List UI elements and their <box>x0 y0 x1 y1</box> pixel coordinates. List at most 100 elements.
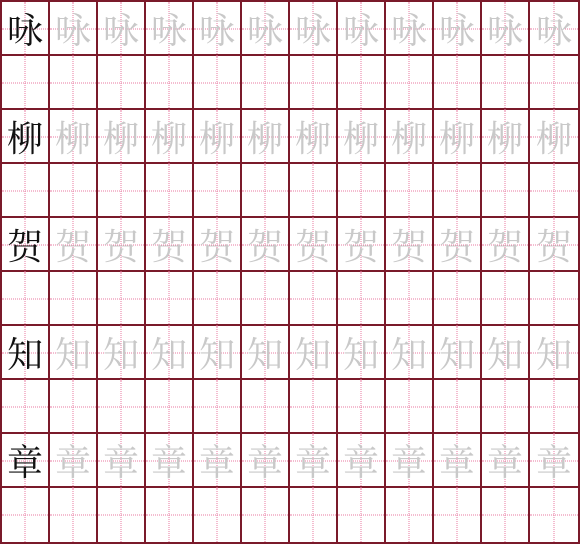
grid-cell <box>482 380 530 434</box>
grid-row <box>2 272 578 326</box>
grid-cell: 贺 <box>530 218 578 272</box>
grid-cell: 咏 <box>50 2 98 56</box>
grid-cell <box>530 488 578 542</box>
grid-cell <box>386 56 434 110</box>
grid-cell <box>386 488 434 542</box>
grid-cell: 柳 <box>386 110 434 164</box>
grid-cell: 贺 <box>338 218 386 272</box>
grid-cell <box>530 56 578 110</box>
grid-cell: 咏 <box>434 2 482 56</box>
grid-cell: 知 <box>242 326 290 380</box>
grid-cell: 知 <box>98 326 146 380</box>
grid-cell <box>2 272 50 326</box>
grid-cell: 柳 <box>98 110 146 164</box>
grid-cell <box>290 272 338 326</box>
grid-cell <box>434 164 482 218</box>
grid-cell <box>434 380 482 434</box>
grid-row: 贺贺贺贺贺贺贺贺贺贺贺贺 <box>2 218 578 272</box>
grid-cell: 柳 <box>290 110 338 164</box>
grid-cell <box>482 56 530 110</box>
grid-cell <box>290 56 338 110</box>
grid-cell <box>386 164 434 218</box>
grid-cell: 咏 <box>194 2 242 56</box>
grid-cell <box>530 380 578 434</box>
trace-character: 章 <box>247 443 283 479</box>
trace-character: 咏 <box>295 11 331 47</box>
grid-cell: 贺 <box>50 218 98 272</box>
trace-character: 贺 <box>439 227 475 263</box>
trace-character: 柳 <box>151 119 187 155</box>
grid-cell <box>2 164 50 218</box>
grid-cell <box>338 272 386 326</box>
grid-cell: 咏 <box>242 2 290 56</box>
trace-character: 知 <box>439 335 475 371</box>
grid-cell <box>194 56 242 110</box>
trace-character: 咏 <box>247 11 283 47</box>
grid-cell: 章 <box>530 434 578 488</box>
grid-row <box>2 56 578 110</box>
trace-character: 咏 <box>55 11 91 47</box>
grid-cell: 贺 <box>98 218 146 272</box>
grid-cell: 柳 <box>2 110 50 164</box>
grid-cell <box>530 272 578 326</box>
grid-cell <box>146 380 194 434</box>
grid-cell <box>194 488 242 542</box>
trace-character: 知 <box>151 335 187 371</box>
grid-cell: 章 <box>434 434 482 488</box>
grid-cell <box>434 56 482 110</box>
grid-cell <box>386 272 434 326</box>
grid-cell: 贺 <box>242 218 290 272</box>
model-character: 章 <box>7 443 43 479</box>
grid-cell: 章 <box>482 434 530 488</box>
grid-cell: 章 <box>146 434 194 488</box>
trace-character: 贺 <box>247 227 283 263</box>
grid-cell <box>2 56 50 110</box>
trace-character: 知 <box>199 335 235 371</box>
trace-character: 章 <box>55 443 91 479</box>
grid-cell: 咏 <box>98 2 146 56</box>
grid-cell <box>146 56 194 110</box>
trace-character: 咏 <box>103 11 139 47</box>
trace-character: 柳 <box>295 119 331 155</box>
grid-cell <box>194 380 242 434</box>
trace-character: 柳 <box>103 119 139 155</box>
trace-character: 知 <box>55 335 91 371</box>
trace-character: 柳 <box>247 119 283 155</box>
grid-cell: 柳 <box>194 110 242 164</box>
grid-cell <box>194 164 242 218</box>
trace-character: 知 <box>247 335 283 371</box>
trace-character: 贺 <box>391 227 427 263</box>
trace-character: 柳 <box>391 119 427 155</box>
trace-character: 贺 <box>343 227 379 263</box>
model-character: 咏 <box>7 11 43 47</box>
trace-character: 知 <box>103 335 139 371</box>
grid-cell <box>50 272 98 326</box>
grid-cell <box>290 164 338 218</box>
trace-character: 知 <box>536 335 572 371</box>
trace-character: 章 <box>391 443 427 479</box>
grid-cell <box>290 488 338 542</box>
grid-cell: 章 <box>242 434 290 488</box>
grid-cell <box>98 272 146 326</box>
trace-character: 章 <box>151 443 187 479</box>
grid-cell: 柳 <box>146 110 194 164</box>
trace-character: 贺 <box>295 227 331 263</box>
grid-cell: 章 <box>50 434 98 488</box>
trace-character: 知 <box>295 335 331 371</box>
trace-character: 咏 <box>391 11 427 47</box>
trace-character: 章 <box>103 443 139 479</box>
grid-row <box>2 380 578 434</box>
grid-cell: 知 <box>50 326 98 380</box>
grid-cell: 柳 <box>338 110 386 164</box>
grid-row: 咏咏咏咏咏咏咏咏咏咏咏咏 <box>2 2 578 56</box>
grid-cell <box>194 272 242 326</box>
practice-sheet: 咏咏咏咏咏咏咏咏咏咏咏咏柳柳柳柳柳柳柳柳柳柳柳柳贺贺贺贺贺贺贺贺贺贺贺贺知知知知… <box>0 0 580 544</box>
trace-character: 知 <box>391 335 427 371</box>
grid-cell: 知 <box>194 326 242 380</box>
grid-cell: 咏 <box>482 2 530 56</box>
grid-cell: 知 <box>338 326 386 380</box>
grid-cell <box>338 488 386 542</box>
trace-character: 贺 <box>55 227 91 263</box>
trace-character: 柳 <box>55 119 91 155</box>
grid-cell: 咏 <box>290 2 338 56</box>
